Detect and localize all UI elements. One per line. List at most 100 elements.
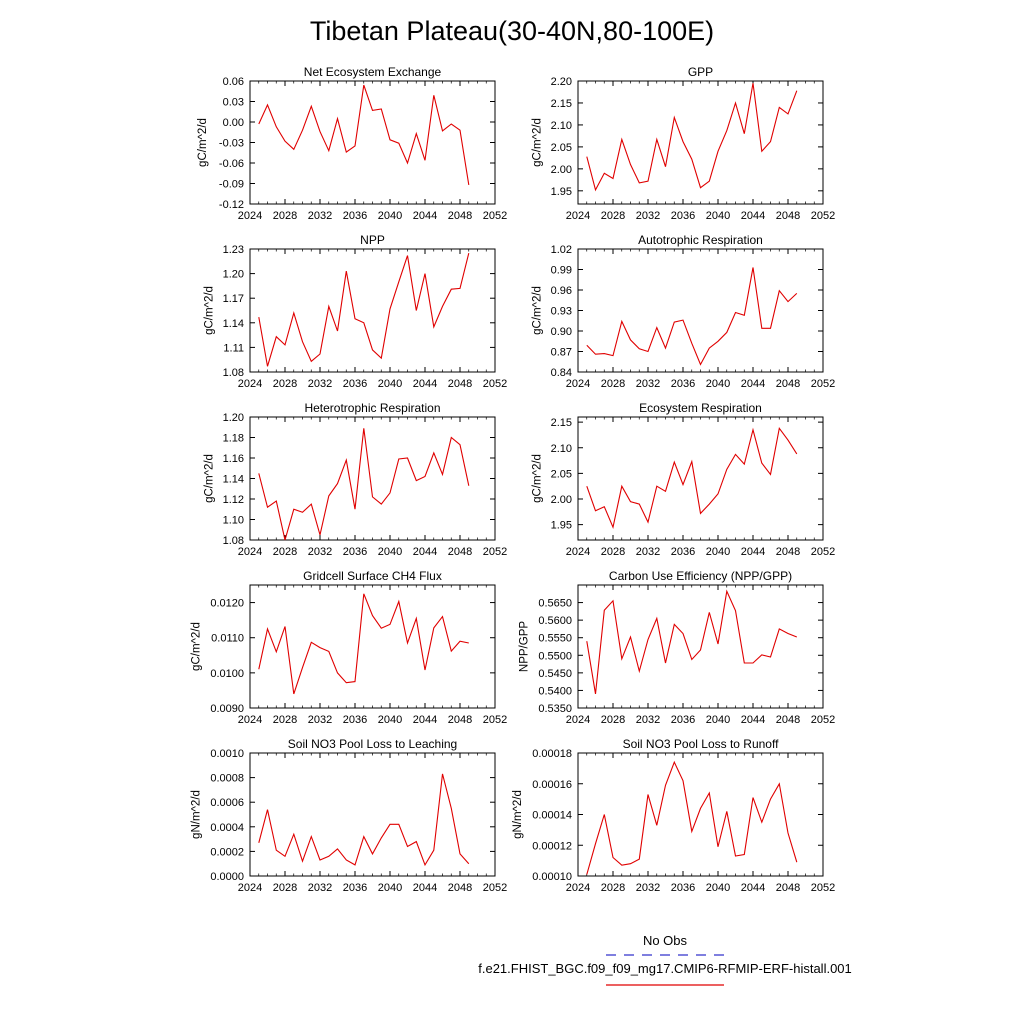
y-tick-label: -0.03	[219, 138, 244, 150]
panel-8: Carbon Use Efficiency (NPP/GPP) 2024 2028 2…	[519, 569, 836, 726]
y-tick-label: 0.00018	[532, 748, 572, 760]
x-tick-label: 2024	[238, 714, 262, 726]
x-tick-label: 2048	[776, 378, 800, 390]
x-tick-label: 2024	[566, 714, 590, 726]
y-tick-label: 1.16	[223, 453, 244, 465]
x-tick-label: 2036	[671, 210, 695, 222]
x-tick-label: 2048	[776, 210, 800, 222]
x-tick-label: 2040	[706, 210, 730, 222]
x-tick-label: 2040	[706, 714, 730, 726]
x-tick-label: 2032	[636, 210, 660, 222]
x-tick-label: 2036	[343, 546, 367, 558]
y-tick-label: 0.0090	[210, 703, 244, 715]
x-tick-label: 2052	[811, 714, 835, 726]
y-axis-label: gN/m^2/d	[512, 790, 524, 839]
panel-title: Carbon Use Efficiency (NPP/GPP)	[609, 569, 792, 583]
x-tick-label: 2028	[273, 714, 297, 726]
y-tick-label: 0.00014	[532, 810, 572, 822]
x-tick-label: 2024	[238, 378, 262, 390]
series-line	[586, 589, 798, 694]
panel-frame	[249, 584, 496, 709]
y-tick-label: 0.06	[223, 76, 244, 88]
panel-frame	[249, 416, 496, 541]
y-tick-label: 2.00	[551, 494, 572, 506]
y-tick-label: 1.08	[223, 367, 244, 379]
y-tick-label: 1.14	[223, 474, 244, 486]
y-tick-label: 1.17	[223, 293, 244, 305]
x-tick-label: 2044	[413, 714, 437, 726]
x-tick-label: 2044	[413, 882, 437, 894]
y-axis-label: gC/m^2/d	[197, 118, 209, 167]
panel-frame	[577, 248, 824, 373]
y-tick-label: 2.00	[551, 164, 572, 176]
x-tick-label: 2024	[238, 546, 262, 558]
x-tick-label: 2044	[413, 546, 437, 558]
x-tick-label: 2052	[811, 882, 835, 894]
x-tick-label: 2044	[741, 714, 765, 726]
x-tick-label: 2052	[483, 714, 507, 726]
panel-frame	[577, 752, 824, 877]
panel-10: Soil NO3 Pool Loss to Runoff 2024 2028 2032…	[512, 737, 835, 894]
x-tick-label: 2028	[601, 378, 625, 390]
y-tick-label: 0.0100	[210, 668, 244, 680]
x-tick-label: 2040	[378, 882, 402, 894]
x-tick-label: 2032	[636, 378, 660, 390]
y-tick-label: 2.05	[551, 142, 572, 154]
panel-7: Gridcell Surface CH4 Flux 2024 2028 2032 203…	[191, 569, 508, 726]
x-tick-label: 2028	[601, 210, 625, 222]
panel-title: Ecosystem Respiration	[639, 401, 762, 415]
panel-1: Net Ecosystem Exchange 2024 2028 2032 2036 20…	[197, 65, 507, 222]
x-tick-label: 2024	[566, 546, 590, 558]
y-tick-label: 0.0002	[210, 846, 244, 858]
y-tick-label: 1.12	[223, 494, 244, 506]
panel-title: GPP	[688, 65, 713, 79]
y-axis-label: NPP/GPP	[519, 621, 531, 672]
x-tick-label: 2032	[308, 378, 332, 390]
x-tick-label: 2036	[343, 714, 367, 726]
x-tick-label: 2032	[636, 882, 660, 894]
panel-frame	[249, 752, 496, 877]
y-tick-label: 0.5550	[538, 633, 572, 645]
series-line	[258, 428, 470, 541]
y-tick-label: 0.00012	[532, 840, 572, 852]
y-tick-label: 1.20	[223, 412, 244, 424]
x-tick-label: 2040	[378, 210, 402, 222]
y-axis-label: gC/m^2/d	[203, 286, 215, 335]
panel-frame	[577, 80, 824, 205]
y-tick-label: 0.00016	[532, 779, 572, 791]
x-tick-label: 2024	[566, 378, 590, 390]
x-tick-label: 2040	[378, 714, 402, 726]
y-axis-label: gC/m^2/d	[531, 118, 543, 167]
y-tick-label: 2.20	[551, 76, 572, 88]
x-tick-label: 2052	[811, 546, 835, 558]
x-tick-label: 2052	[483, 210, 507, 222]
x-tick-label: 2028	[273, 882, 297, 894]
x-tick-label: 2052	[811, 210, 835, 222]
x-tick-label: 2028	[601, 714, 625, 726]
x-tick-label: 2040	[378, 378, 402, 390]
y-tick-label: 0.5450	[538, 668, 572, 680]
y-tick-label: 0.99	[551, 265, 572, 277]
series-line	[258, 84, 470, 185]
panel-2: GPP 2024 2028 2032 2036 2040 2044 2048 2052 2.20 2…	[531, 65, 835, 222]
panel-frame	[577, 584, 824, 709]
y-tick-label: 0.5500	[538, 650, 572, 662]
x-tick-label: 2032	[308, 546, 332, 558]
y-tick-label: 0.5600	[538, 615, 572, 627]
y-tick-label: 0.90	[551, 326, 572, 338]
panel-4: Autotrophic Respiration 2024 2028 2032 2036 2…	[531, 233, 835, 390]
x-tick-label: 2044	[413, 378, 437, 390]
panel-grid: Net Ecosystem Exchange 2024 2028 2032 2036 20…	[191, 65, 836, 894]
x-tick-label: 2052	[483, 546, 507, 558]
x-tick-label: 2024	[566, 882, 590, 894]
y-tick-label: 0.0120	[210, 598, 244, 610]
y-axis-label: gC/m^2/d	[531, 454, 543, 503]
x-tick-label: 2040	[706, 378, 730, 390]
y-tick-label: 0.5350	[538, 703, 572, 715]
y-axis-label: gC/m^2/d	[531, 286, 543, 335]
x-tick-label: 2048	[448, 882, 472, 894]
y-tick-label: 2.05	[551, 468, 572, 480]
y-tick-label: 0.0008	[210, 773, 244, 785]
y-tick-label: 1.23	[223, 244, 244, 256]
